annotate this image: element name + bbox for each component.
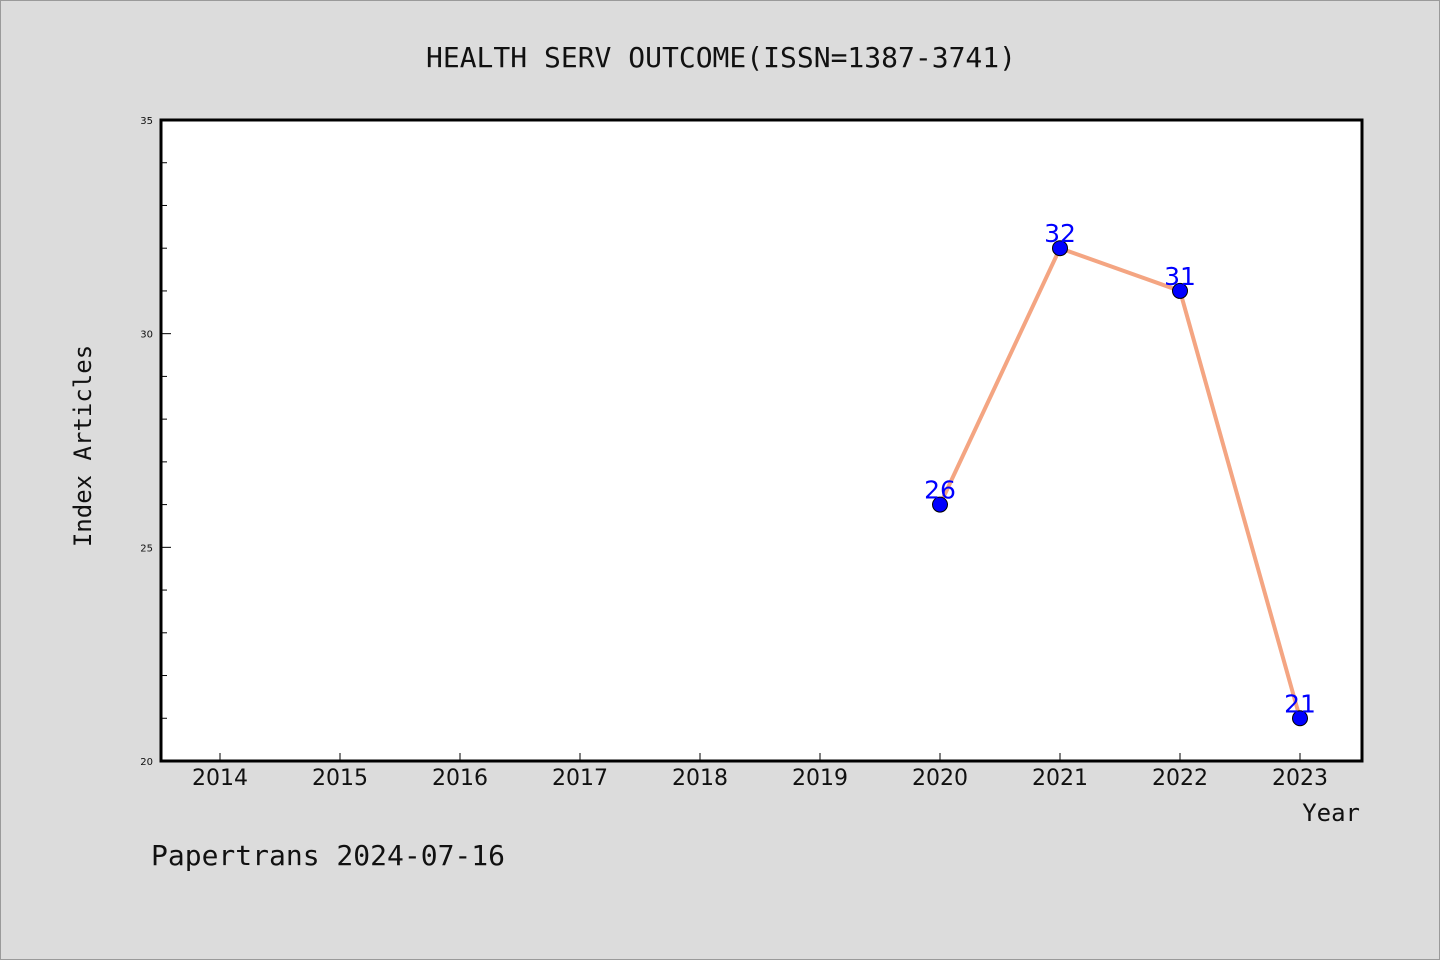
x-tick-label: 2018 — [672, 766, 728, 791]
y-axis-label: Index Articles — [69, 345, 97, 547]
x-tick-label: 2019 — [792, 766, 848, 791]
y-tick-label: 35 — [140, 116, 153, 127]
data-point — [1292, 710, 1308, 727]
y-axis-ticks: 20 25 30 35 — [140, 116, 171, 768]
series-group: 26 32 31 21 — [924, 219, 1316, 727]
y-tick-label: 25 — [140, 543, 153, 554]
x-tick-label: 2023 — [1272, 766, 1328, 791]
x-axis-label: Year — [1302, 799, 1360, 827]
x-tick-label: 2022 — [1152, 766, 1208, 791]
data-point — [1052, 240, 1068, 257]
plot-area — [159, 118, 1364, 763]
footer-text: Papertrans 2024-07-16 — [151, 839, 505, 872]
data-label: 26 — [924, 476, 956, 505]
y-tick-label: 30 — [140, 330, 153, 341]
x-tick-label: 2021 — [1032, 766, 1088, 791]
data-label: 31 — [1164, 262, 1196, 291]
x-tick-label: 2017 — [552, 766, 608, 791]
series-line — [938, 246, 1302, 721]
data-point — [932, 496, 948, 513]
data-label: 32 — [1044, 219, 1076, 248]
x-tick-label: 2020 — [912, 766, 968, 791]
data-label: 21 — [1284, 689, 1316, 718]
x-tick-label: 2015 — [312, 766, 368, 791]
chart-title: HEALTH SERV OUTCOME(ISSN=1387-3741) — [426, 41, 1016, 74]
data-point — [1172, 282, 1188, 299]
x-tick-label: 2014 — [192, 766, 248, 791]
y-tick-label: 20 — [140, 757, 153, 768]
x-axis-ticks: 2014 2015 2016 2017 2018 2019 2020 2021 2022 2023 — [192, 753, 1328, 791]
x-tick-label: 2016 — [432, 766, 488, 791]
